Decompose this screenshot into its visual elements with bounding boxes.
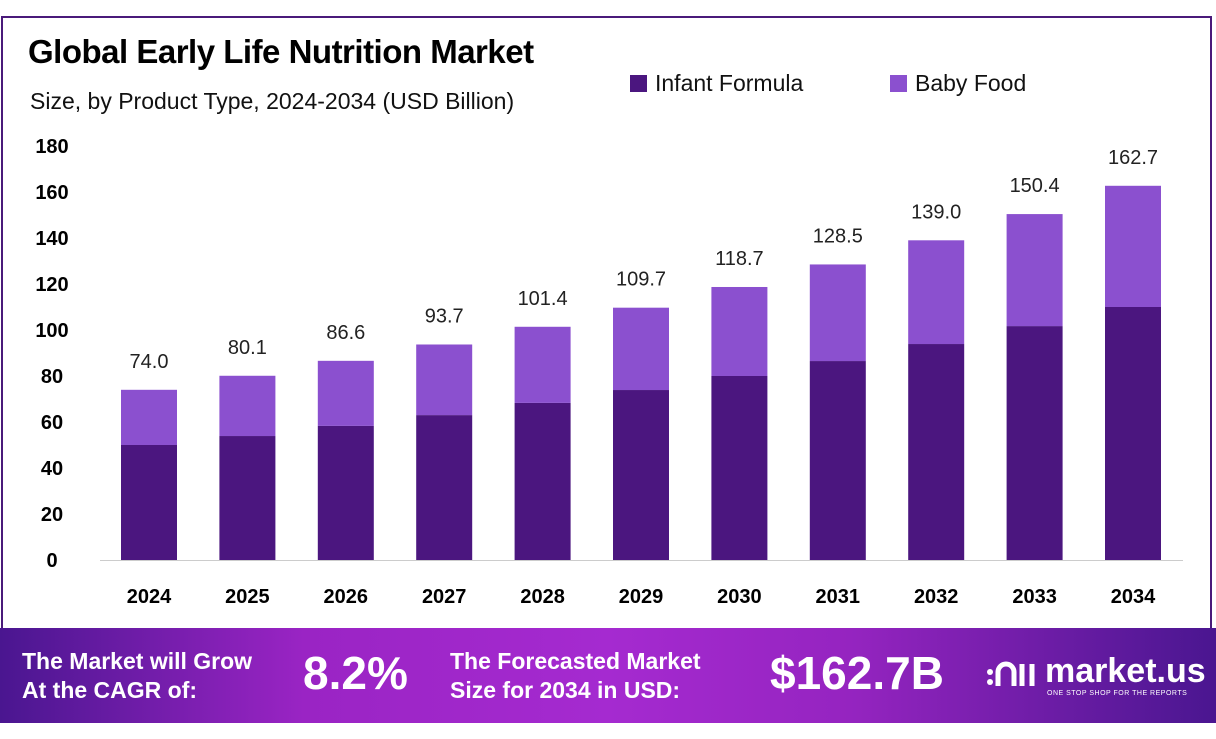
- total-data-label: 80.1: [228, 337, 267, 359]
- x-tick-label: 2029: [619, 586, 664, 608]
- total-data-label: 118.7: [715, 248, 764, 270]
- forecast-label-line1: The Forecasted Market: [450, 648, 701, 674]
- total-data-label: 74.0: [130, 351, 169, 373]
- legend-label: Baby Food: [915, 70, 1027, 96]
- x-tick-label: 2032: [914, 586, 959, 608]
- bar-infant-formula: [317, 425, 374, 560]
- total-data-label: 86.6: [326, 322, 365, 344]
- y-tick-label: 140: [35, 228, 68, 250]
- x-tick-label: 2033: [1012, 586, 1057, 608]
- legend-label: Infant Formula: [655, 70, 804, 96]
- bar-baby-food: [613, 307, 669, 391]
- chart-title: Global Early Life Nutrition Market: [28, 33, 534, 70]
- bar-baby-food: [416, 344, 473, 416]
- total-data-label: 128.5: [813, 225, 863, 247]
- bar-baby-food: [514, 326, 571, 403]
- bar-baby-food: [121, 389, 177, 445]
- bar-infant-formula: [908, 344, 965, 560]
- bar-baby-food: [809, 264, 866, 362]
- x-tick-label: 2030: [717, 586, 762, 608]
- bar-infant-formula: [121, 445, 177, 560]
- bar-baby-food: [317, 360, 374, 426]
- bar-infant-formula: [1006, 326, 1063, 560]
- legend-swatch-baby-food: [890, 75, 907, 92]
- total-data-label: 162.7: [1108, 147, 1158, 169]
- x-tick-label: 2024: [127, 586, 172, 608]
- bar-baby-food: [1105, 185, 1161, 307]
- x-tick-label: 2028: [520, 586, 565, 608]
- forecast-label-line2: Size for 2034 in USD:: [450, 677, 681, 703]
- y-tick-label: 20: [41, 504, 63, 526]
- chart-subtitle: Size, by Product Type, 2024-2034 (USD Bi…: [30, 88, 515, 114]
- y-tick-label: 180: [35, 136, 68, 158]
- bar-infant-formula: [514, 402, 571, 560]
- bar-infant-formula: [613, 390, 669, 560]
- y-tick-label: 40: [41, 458, 63, 480]
- y-tick-label: 120: [35, 274, 68, 296]
- cagr-value: 8.2%: [303, 647, 408, 699]
- bar-infant-formula: [416, 415, 473, 560]
- cagr-label-line1: The Market will Grow: [22, 648, 253, 674]
- x-tick-label: 2031: [816, 586, 861, 608]
- total-data-label: 101.4: [518, 288, 568, 310]
- x-tick-label: 2027: [422, 586, 467, 608]
- logo-name: market.us: [1045, 652, 1206, 690]
- legend-item-baby-food: Baby Food: [890, 70, 1026, 97]
- cagr-label: The Market will Grow At the CAGR of:: [22, 647, 252, 705]
- y-tick-label: 0: [46, 550, 57, 572]
- y-tick-label: 100: [35, 320, 68, 342]
- cagr-label-line2: At the CAGR of:: [22, 677, 198, 703]
- bar-infant-formula: [1105, 307, 1161, 560]
- logo-tagline: ONE STOP SHOP FOR THE REPORTS: [1047, 690, 1188, 697]
- legend-item-infant-formula: Infant Formula: [630, 70, 803, 97]
- total-data-label: 150.4: [1010, 175, 1060, 197]
- market-us-logo-icon: [987, 661, 1035, 686]
- bar-infant-formula: [219, 436, 276, 560]
- forecast-label: The Forecasted Market Size for 2034 in U…: [450, 647, 701, 705]
- bar-chart: 0 20 40 60 80 100 120 140 160 180 74.0 2024 80.1 2025…: [35, 136, 1183, 608]
- bar-baby-food: [1006, 214, 1063, 327]
- x-tick-label: 2025: [225, 586, 270, 608]
- y-tick-label: 60: [41, 412, 63, 434]
- bar-infant-formula: [809, 361, 866, 560]
- total-data-label: 139.0: [911, 201, 961, 223]
- y-tick-label: 160: [35, 182, 68, 204]
- bar-baby-food: [711, 286, 768, 376]
- chart-frame: [1, 16, 1212, 716]
- footer-banner: The Market will Grow At the CAGR of: 8.2…: [0, 628, 1216, 723]
- y-tick-label: 80: [41, 366, 63, 388]
- bar-baby-food: [908, 240, 965, 345]
- total-data-label: 109.7: [616, 269, 666, 291]
- bar-infant-formula: [711, 376, 768, 560]
- legend-swatch-infant-formula: [630, 75, 647, 92]
- total-data-label: 93.7: [425, 305, 464, 327]
- bar-baby-food: [219, 375, 276, 437]
- x-tick-label: 2034: [1111, 586, 1156, 608]
- forecast-value: $162.7B: [770, 647, 944, 699]
- x-tick-label: 2026: [324, 586, 369, 608]
